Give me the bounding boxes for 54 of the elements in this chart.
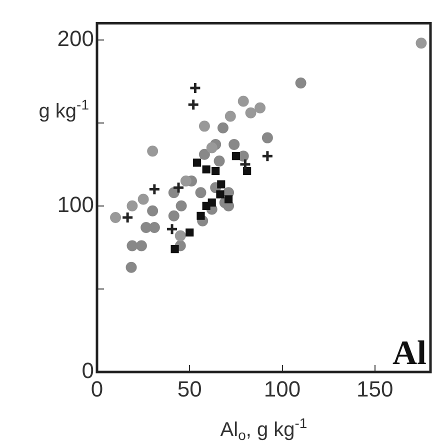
point	[170, 245, 179, 254]
point	[126, 262, 137, 273]
point	[147, 146, 158, 157]
point	[174, 230, 186, 242]
point	[148, 222, 160, 233]
point	[228, 138, 240, 150]
point	[166, 222, 178, 236]
point	[176, 200, 187, 212]
point	[193, 158, 202, 167]
point	[148, 183, 161, 196]
point	[217, 122, 228, 134]
point	[180, 175, 192, 186]
point	[202, 165, 210, 174]
point	[186, 228, 194, 237]
point	[195, 187, 206, 198]
point	[238, 96, 249, 107]
point	[216, 190, 224, 198]
point	[261, 150, 274, 162]
point	[172, 181, 185, 194]
point	[245, 107, 256, 118]
point	[217, 180, 226, 188]
x-tick-label: 100	[264, 376, 301, 402]
point	[254, 102, 266, 114]
point	[224, 195, 233, 204]
point	[208, 198, 216, 207]
point	[136, 240, 147, 252]
point	[224, 110, 236, 122]
point	[416, 38, 427, 49]
point	[168, 210, 180, 222]
point	[121, 211, 134, 224]
point	[196, 212, 205, 220]
point	[126, 200, 138, 212]
x-tick-label: 50	[177, 376, 202, 402]
annotation: Al	[392, 335, 426, 372]
y-tick-label: 0	[82, 358, 94, 384]
point	[206, 142, 218, 154]
point	[238, 158, 252, 171]
y-tick-label: 100	[57, 192, 94, 217]
point	[198, 120, 210, 132]
point	[147, 205, 158, 216]
point	[243, 166, 252, 176]
point	[138, 194, 149, 205]
point	[212, 166, 220, 176]
point	[198, 148, 210, 160]
y-tick-label: 200	[57, 26, 94, 51]
point	[110, 212, 122, 224]
point	[187, 98, 200, 111]
point	[232, 152, 240, 160]
point	[262, 132, 273, 144]
point	[188, 82, 202, 94]
x-tick-label: 150	[356, 376, 394, 402]
point	[126, 240, 138, 252]
point	[214, 156, 225, 167]
point	[295, 77, 306, 88]
